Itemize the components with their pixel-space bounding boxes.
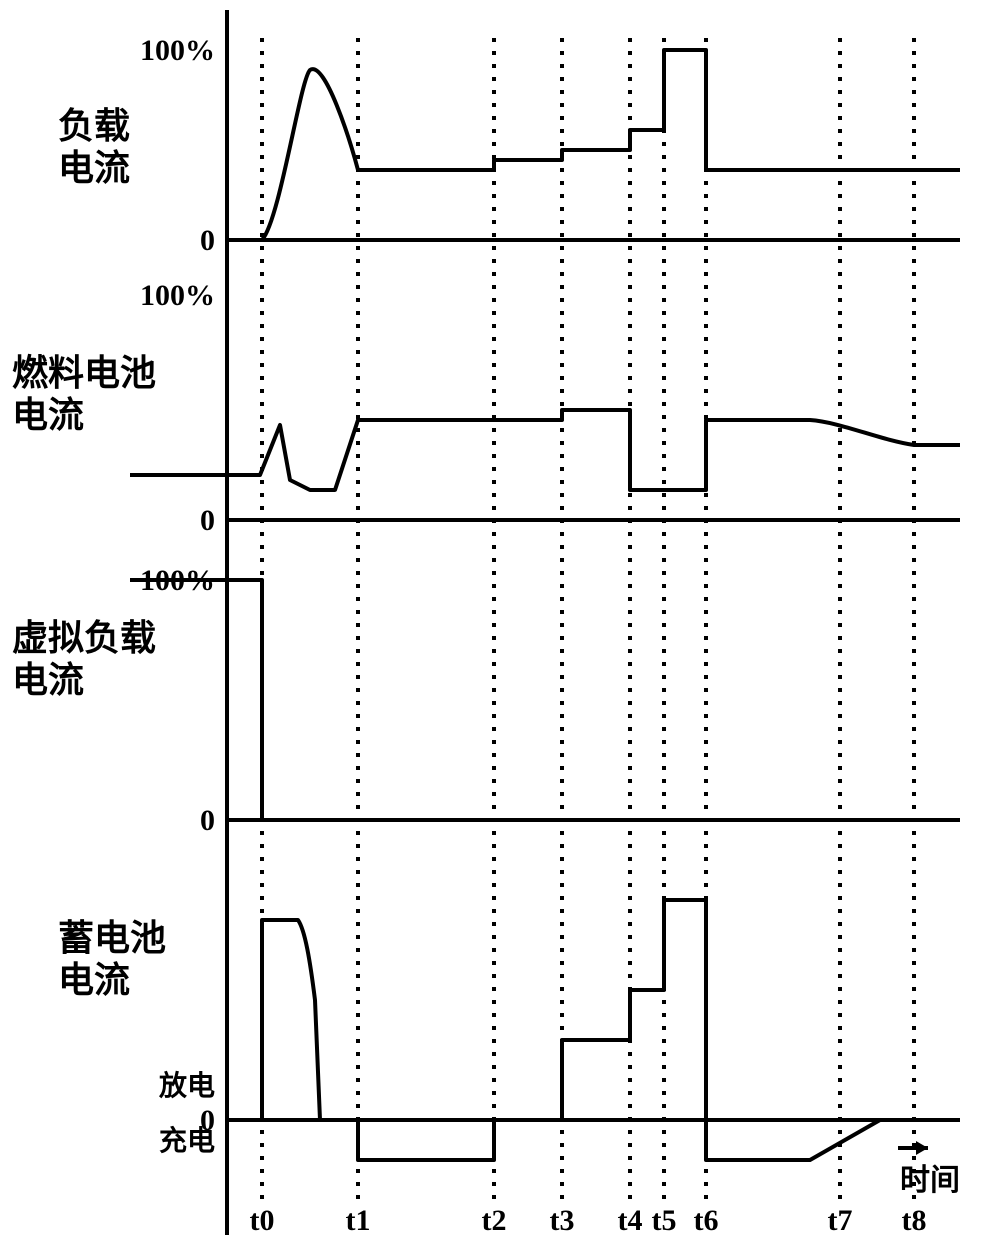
- charge-label: 充电: [159, 1124, 215, 1157]
- tick-t4: t4: [618, 1204, 643, 1237]
- tick-t2: t2: [482, 1204, 507, 1237]
- virtual_load_current-y0-label: 0: [200, 804, 215, 837]
- virtual_load_current-label-1: 电流: [12, 660, 84, 700]
- tick-t0: t0: [250, 1204, 275, 1237]
- virtual_load_current-series: [130, 580, 960, 820]
- tick-t8: t8: [902, 1204, 927, 1237]
- load_current-y100-label: 100%: [140, 34, 215, 67]
- timing-diagram: 100%0负载电流100%0燃料电池电流100%0虚拟负载电流0放电充电蓄电池电…: [0, 0, 987, 1255]
- battery_current-label-1: 电流: [58, 960, 130, 1000]
- load_current-series: [227, 50, 960, 240]
- tick-t1: t1: [346, 1204, 371, 1237]
- tick-t7: t7: [828, 1204, 853, 1237]
- fuel_cell_current-label-0: 燃料电池: [12, 353, 156, 393]
- time-axis-label: 时间: [900, 1164, 960, 1197]
- virtual_load_current-label-0: 虚拟负载: [12, 618, 156, 658]
- tick-t6: t6: [694, 1204, 719, 1237]
- discharge-label: 放电: [158, 1069, 215, 1102]
- fuel_cell_current-label-1: 电流: [12, 395, 84, 435]
- battery_current-label-0: 蓄电池: [58, 918, 166, 958]
- tick-t5: t5: [652, 1204, 677, 1237]
- load_current-y0-label: 0: [200, 224, 215, 257]
- tick-t3: t3: [550, 1204, 575, 1237]
- load_current-label-0: 负载: [58, 106, 130, 146]
- fuel_cell_current-series: [130, 410, 960, 490]
- fuel_cell_current-y100-label: 100%: [140, 279, 215, 312]
- load_current-label-1: 电流: [58, 148, 130, 188]
- fuel_cell_current-y0-label: 0: [200, 504, 215, 537]
